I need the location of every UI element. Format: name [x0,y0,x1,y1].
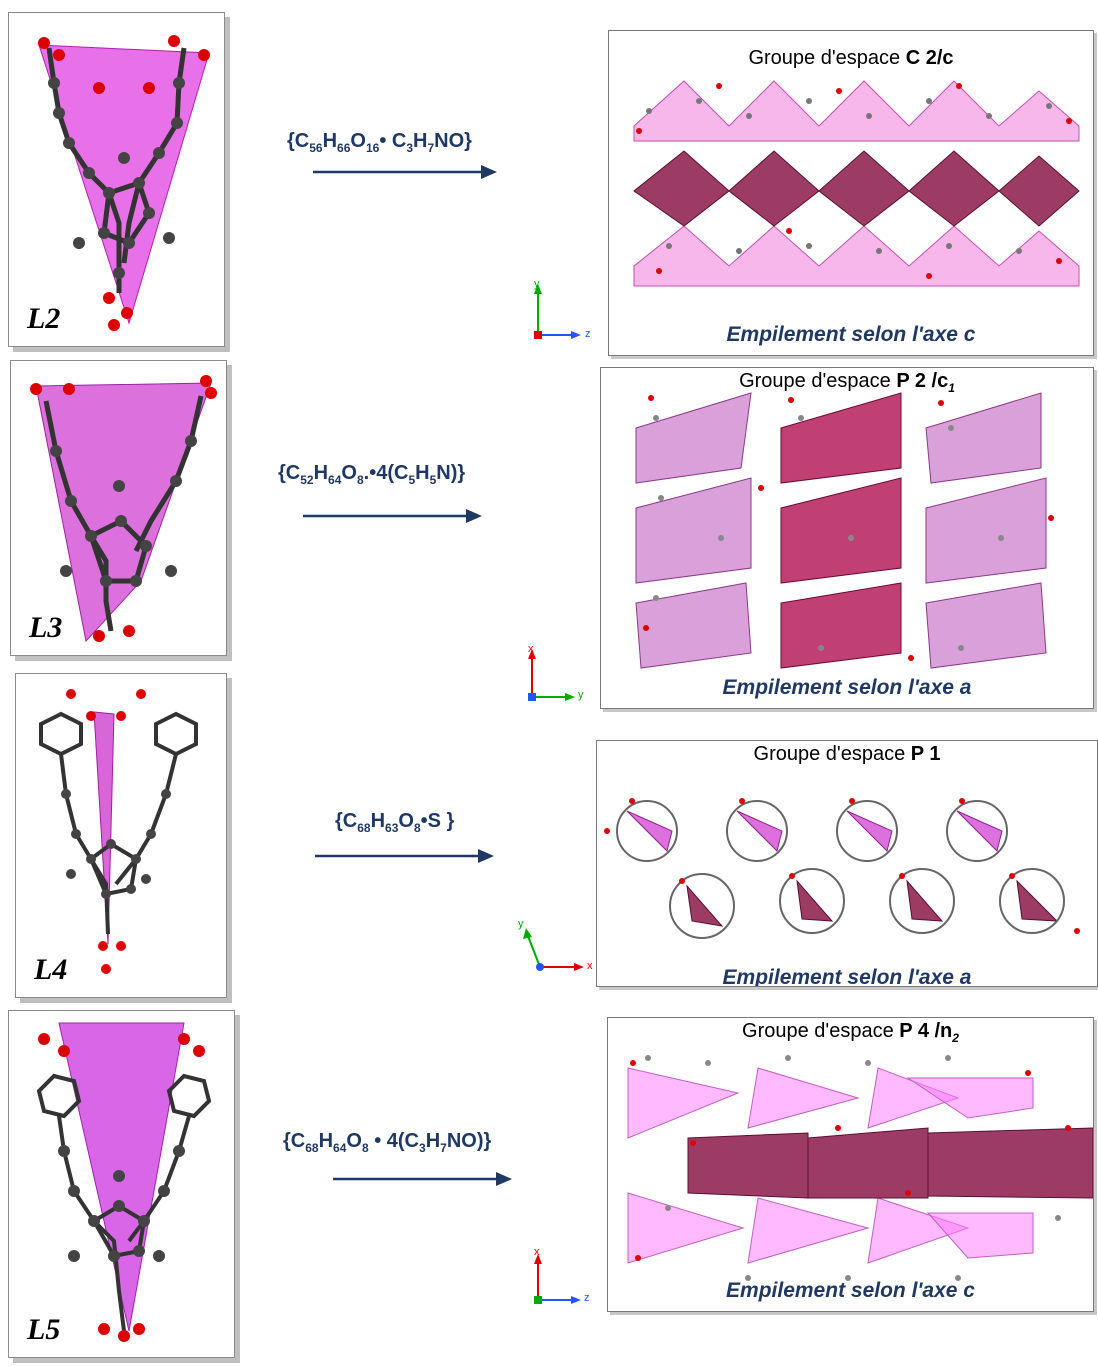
ligand-panel-l5: L5 [8,1010,235,1358]
formula-sub: 68 [357,821,371,835]
formula-text: H [370,810,386,832]
formula-sub: 8 [356,473,364,487]
space-group-prefix: Groupe d'espace [748,47,901,69]
formula-text: {C [335,810,358,832]
formula-text: H [318,1130,334,1152]
formula-sub: 56 [309,141,323,155]
formula-l2: {C56H66O16• C3H7NO} [287,130,472,155]
space-group-title: Groupe d'espace P 4 /n2 [608,1020,1093,1045]
ligand-panel-l4: L4 [15,673,227,998]
formula-l4: {C68H63O8•S } [335,810,454,835]
formula-text: {C [283,1130,306,1152]
space-group-symbol: P 2 /c [896,370,949,392]
formula-text: H [322,130,338,152]
formula-sub: 5 [429,473,437,487]
formula-text: {C [287,130,310,152]
formula-text: O [350,130,366,152]
formula-sub: 63 [385,821,399,835]
formula-text: H [415,462,430,484]
axis-label-horizontal: x [587,960,593,972]
formula-text: N)} [436,462,466,484]
axis-label-horizontal: y [578,689,584,701]
formula-sub: 66 [337,141,351,155]
formula-sub: 68 [305,1141,319,1155]
packing-view-l2 [633,80,1080,287]
axis-label-horizontal: z [585,328,591,340]
packing-panel-l3: Groupe d'espace P 2 /c1 Empilement selon… [600,367,1094,709]
formula-sub: 7 [440,1141,447,1155]
reaction-arrow [303,509,482,523]
formula-text: • C [379,130,407,152]
ligand-label: L5 [27,1313,61,1346]
space-group-prefix: Groupe d'espace [739,370,891,392]
formula-sub: 64 [333,1141,347,1155]
ligand-label: L3 [29,611,63,644]
packing-view-l4 [604,798,1080,939]
formula-text: O [346,1130,362,1152]
formula-sub: 16 [365,141,380,155]
axis-triad: x y [522,643,592,710]
ligand-structure-l5 [36,1022,212,1342]
ligand-structure-l3 [30,375,217,643]
formula-text: NO)} [446,1130,492,1152]
reaction-arrow [315,849,494,863]
formula-text: H [413,130,428,152]
axis-triad: y z [528,278,598,350]
ligand-structure-l4 [39,689,198,974]
axis-label-vertical: x [528,643,534,655]
reaction-arrow [313,165,497,179]
formula-text: •S } [420,810,455,832]
formula-sub: 8 [413,821,421,835]
formula-sub: 3 [406,141,414,155]
packing-panel-l5: Groupe d'espace P 4 /n2 Empilement selon… [607,1017,1094,1312]
space-group-symbol: P 4 /n [899,1020,953,1042]
stacking-caption: Empilement selon l'axe c [726,323,976,346]
packing-panel-l4: Groupe d'espace P 1 Empilement selon l'a… [596,740,1098,987]
formula-text: • 4(C [368,1130,419,1152]
ligand-panel-l3: L3 [10,360,227,656]
reaction-arrow [333,1172,512,1186]
formula-sub: 5 [408,473,416,487]
ligand-label: L2 [27,302,61,335]
formula-text: {C [278,462,301,484]
axis-label-vertical: y [534,278,540,290]
formula-text: O [341,462,357,484]
formula-text: H [425,1130,441,1152]
space-group-symbol: P 1 [910,743,941,765]
space-group-symbol: C 2/c [905,47,954,69]
formula-text: NO} [434,130,472,152]
ligand-structure-l2 [38,35,210,331]
ligand-panel-l2: L2 [8,12,225,347]
packing-view-l5 [627,1055,1093,1281]
axis-label-vertical: y [518,918,524,930]
space-group-title: Groupe d'espace P 2 /c1 [601,370,1093,395]
space-group-subscript: 2 [952,1031,959,1045]
formula-l5: {C68H64O8 • 4(C3H7NO)} [283,1130,491,1155]
axis-triad: y x [514,918,599,980]
formula-text: .•4(C [363,462,409,484]
stacking-caption: Empilement selon l'axe a [722,676,972,699]
stacking-caption: Empilement selon l'axe c [726,1279,975,1302]
axis-triad: x z [528,1246,598,1313]
formula-sub: 64 [328,473,342,487]
formula-text: O [398,810,414,832]
space-group-prefix: Groupe d'espace [742,1020,894,1042]
formula-sub: 8 [361,1141,369,1155]
stacking-caption: Empilement selon l'axe a [722,966,972,987]
formula-l3: {C52H64O8.•4(C5H5N)} [278,462,465,487]
space-group-prefix: Groupe d'espace [753,743,906,765]
packing-panel-l2: Groupe d'espace C 2/c Empilement selon l… [608,30,1094,356]
axis-label-horizontal: z [584,1292,590,1304]
space-group-title: Groupe d'espace P 1 [597,743,1097,766]
formula-text: H [313,462,329,484]
formula-sub: 3 [419,1141,426,1155]
space-group-subscript: 1 [948,381,955,395]
axis-label-vertical: x [534,1246,540,1258]
formula-sub: 7 [427,141,435,155]
packing-view-l3 [635,392,1054,669]
formula-sub: 52 [300,473,314,487]
space-group-title: Groupe d'espace C 2/c [609,47,1093,70]
ligand-label: L4 [34,953,68,986]
